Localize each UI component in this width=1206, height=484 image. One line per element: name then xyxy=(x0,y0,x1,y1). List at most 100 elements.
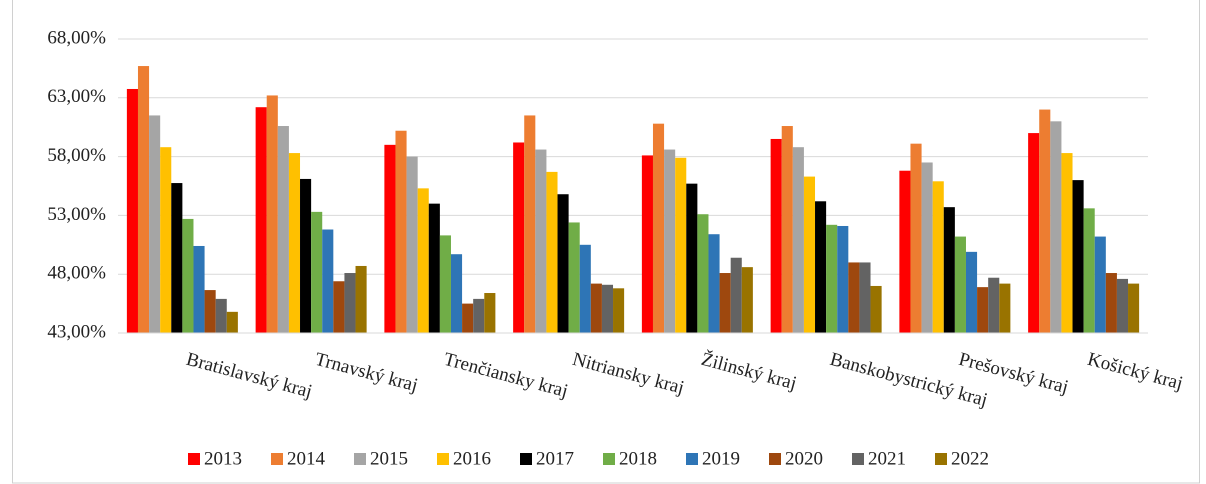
legend-label: 2018 xyxy=(619,448,657,469)
bar xyxy=(568,222,580,333)
bar xyxy=(826,224,838,333)
bar xyxy=(1128,283,1140,333)
legend-label: 2022 xyxy=(951,448,989,469)
bar xyxy=(439,235,451,333)
legend-swatch xyxy=(686,453,698,465)
bar xyxy=(613,288,625,333)
bar xyxy=(344,273,356,333)
bar xyxy=(848,262,860,333)
bar xyxy=(988,277,1000,333)
bar xyxy=(215,298,227,333)
bar xyxy=(288,153,301,333)
bar xyxy=(686,183,698,333)
bar xyxy=(473,298,485,333)
legend-label: 2021 xyxy=(868,448,906,469)
bar xyxy=(675,157,687,333)
bar xyxy=(322,229,334,333)
bar xyxy=(513,142,525,333)
bar xyxy=(524,115,536,333)
bar xyxy=(137,66,150,333)
legend-swatch xyxy=(271,453,283,465)
bar xyxy=(417,188,429,333)
chart-frame xyxy=(12,0,1200,484)
bar xyxy=(193,245,205,333)
bar xyxy=(311,211,323,333)
legend-swatch xyxy=(769,453,781,465)
bar xyxy=(590,283,602,333)
legend-label: 2016 xyxy=(453,448,491,469)
bar xyxy=(730,257,742,333)
bar xyxy=(870,285,882,333)
bar xyxy=(859,262,871,333)
legend-swatch xyxy=(852,453,864,465)
bar xyxy=(171,183,183,333)
bar xyxy=(652,123,665,333)
bar xyxy=(428,203,440,333)
bar xyxy=(815,201,827,333)
bar xyxy=(770,138,782,333)
bar xyxy=(333,281,345,333)
legend-swatch xyxy=(935,453,947,465)
bar xyxy=(579,244,591,333)
bar xyxy=(384,144,396,333)
legend-label: 2013 xyxy=(204,448,242,469)
bar xyxy=(910,143,922,333)
bar xyxy=(1028,133,1040,333)
bar xyxy=(149,115,161,333)
bar xyxy=(954,236,966,333)
bar xyxy=(277,126,289,333)
bar xyxy=(1116,278,1129,333)
bar xyxy=(266,95,278,333)
bar xyxy=(160,147,172,333)
bar xyxy=(1039,109,1051,333)
bar xyxy=(1094,236,1106,333)
bar xyxy=(792,147,804,333)
bar xyxy=(546,171,558,333)
y-tick-label: 53,00% xyxy=(47,204,106,225)
bar xyxy=(484,293,496,333)
legend-swatch xyxy=(520,453,532,465)
bar xyxy=(999,283,1011,333)
bar xyxy=(641,155,653,333)
bar xyxy=(741,267,753,333)
y-tick-label: 43,00% xyxy=(47,321,106,342)
bar xyxy=(300,178,312,333)
legend-label: 2019 xyxy=(702,448,740,469)
bar xyxy=(921,162,933,333)
bar xyxy=(664,149,676,333)
bar xyxy=(1105,273,1117,333)
bar xyxy=(965,251,978,333)
bar xyxy=(535,149,547,333)
bar xyxy=(1050,121,1062,333)
y-tick-label: 63,00% xyxy=(47,86,106,107)
y-tick-label: 48,00% xyxy=(47,263,106,284)
legend-label: 2015 xyxy=(370,448,408,469)
bar xyxy=(204,290,216,333)
bar xyxy=(977,287,989,333)
bar xyxy=(255,107,267,333)
bar xyxy=(1072,180,1084,333)
legend-swatch xyxy=(437,453,449,465)
bar xyxy=(557,194,569,333)
bar xyxy=(781,126,793,333)
bar xyxy=(1083,208,1095,333)
bar xyxy=(837,225,849,333)
y-tick-label: 58,00% xyxy=(47,145,106,166)
bar xyxy=(355,265,367,333)
y-tick-label: 68,00% xyxy=(47,27,106,48)
bar xyxy=(719,273,731,333)
bar xyxy=(226,311,238,333)
bar xyxy=(943,207,955,333)
bar xyxy=(182,218,194,333)
legend-swatch xyxy=(354,453,366,465)
legend-label: 2017 xyxy=(536,448,574,469)
bar xyxy=(932,181,944,333)
bar xyxy=(708,234,720,333)
bar xyxy=(462,303,474,333)
bar xyxy=(601,284,614,333)
bar xyxy=(406,156,418,333)
legend-swatch xyxy=(188,453,200,465)
bar xyxy=(697,214,709,333)
bar xyxy=(395,130,407,333)
